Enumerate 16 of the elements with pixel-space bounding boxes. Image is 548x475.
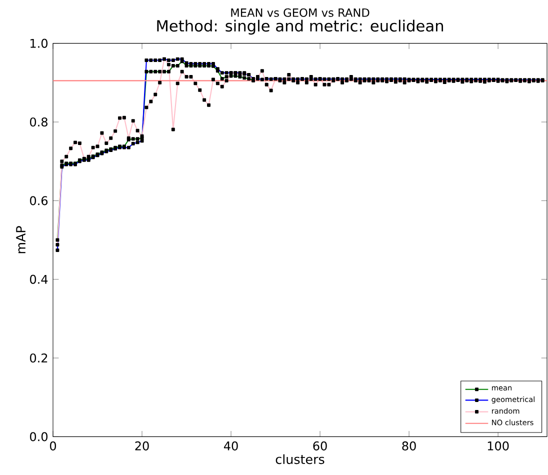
y-axis-title: mAP [16,226,26,254]
x-tick-label: 40 [224,442,238,451]
x-tick-label: 20 [135,442,149,451]
x-tick-label: 80 [402,442,416,451]
y-tick-label: 0.6 [30,196,48,206]
x-tick-label: 60 [313,442,327,451]
chart-subtitle: Method: single and metric: euclidean [157,20,444,35]
y-tick-label: 1.0 [30,38,48,48]
chart-title: MEAN vs GEOM vs RAND [231,8,370,18]
x-axis-title: clusters [276,454,324,464]
y-tick-label: 0.0 [30,432,48,442]
x-tick-label: 100 [488,442,509,451]
x-tick-label: 0 [50,442,56,451]
y-tick-label: 0.2 [30,354,48,363]
y-tick-label: 0.4 [30,274,48,284]
y-tick-label: 0.8 [30,118,48,127]
